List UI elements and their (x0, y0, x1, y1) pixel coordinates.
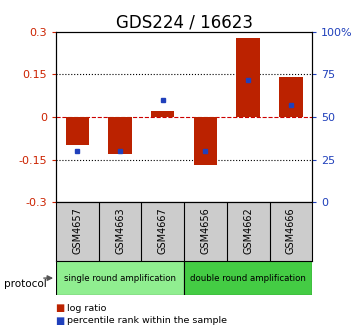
Bar (56, 261, 184, 295)
Title: GDS224 / 16623: GDS224 / 16623 (116, 14, 253, 32)
Bar (66, 117, 89, 145)
Bar (151, 112, 174, 117)
Text: ■: ■ (55, 303, 64, 313)
Text: single round amplification: single round amplification (64, 274, 176, 283)
Bar (194, 117, 217, 165)
Text: GSM4662: GSM4662 (243, 207, 253, 254)
Text: ■: ■ (55, 316, 64, 326)
Text: percentile rank within the sample: percentile rank within the sample (67, 317, 227, 325)
Bar (108, 117, 132, 154)
Text: double round amplification: double round amplification (190, 274, 306, 283)
Text: log ratio: log ratio (67, 304, 106, 313)
Text: GSM4667: GSM4667 (158, 207, 168, 254)
Bar (184, 261, 312, 295)
Text: protocol: protocol (4, 279, 46, 289)
Bar (236, 38, 260, 117)
Text: GSM4663: GSM4663 (115, 207, 125, 254)
Text: GSM4656: GSM4656 (200, 207, 210, 254)
Text: GSM4657: GSM4657 (72, 207, 82, 254)
Text: GSM4666: GSM4666 (286, 207, 296, 254)
Bar (279, 77, 303, 117)
